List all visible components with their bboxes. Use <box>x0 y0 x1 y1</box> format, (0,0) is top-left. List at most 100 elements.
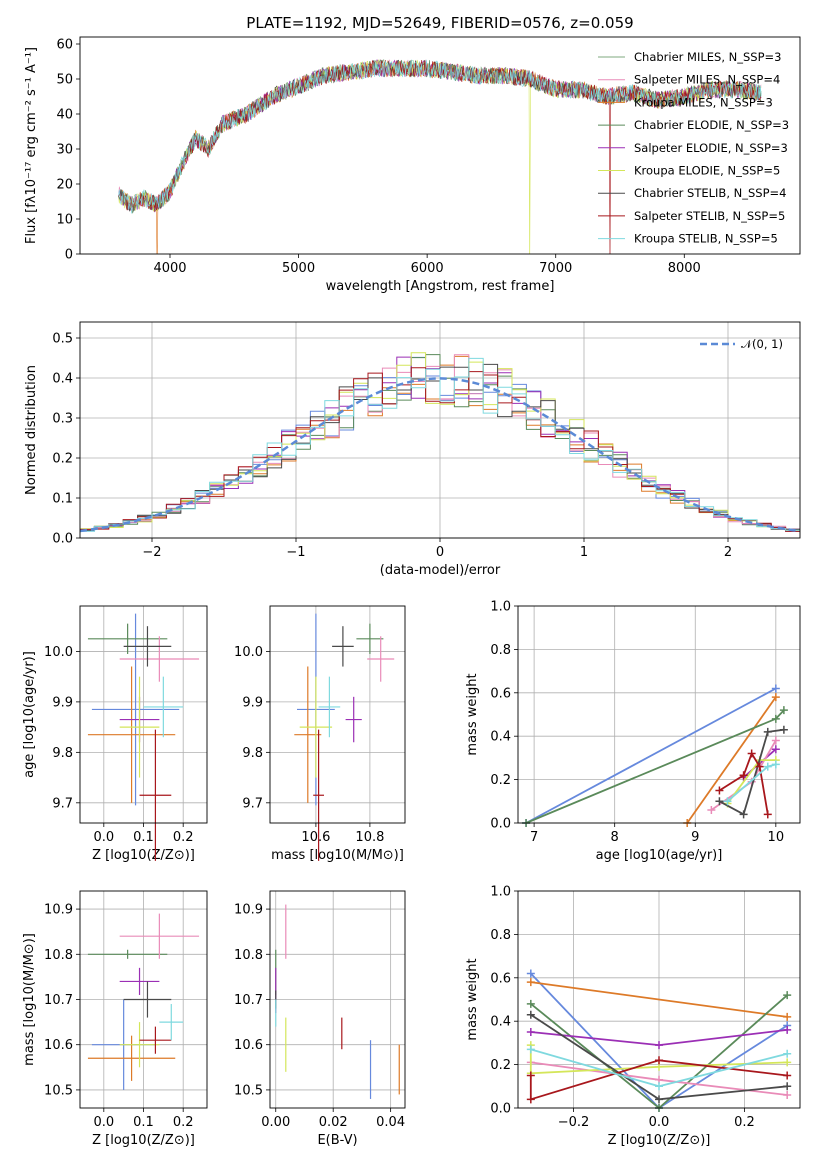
y-tick-label: 0.4 <box>52 372 73 387</box>
weight-marker <box>526 1010 535 1019</box>
weight-marker <box>771 736 780 745</box>
x-axis-label: (data-model)/error <box>380 563 501 578</box>
y-tick-label: 10 <box>56 213 73 228</box>
axes-frame <box>79 890 208 1109</box>
weight-line <box>718 728 785 816</box>
x-tick-label: 10.8 <box>355 830 384 845</box>
x-tick-label: 0 <box>436 545 444 560</box>
weight-marker <box>526 978 535 987</box>
x-tick-label: 7000 <box>539 261 572 276</box>
y-tick-label: 9.8 <box>242 746 263 761</box>
y-tick-label: 10.0 <box>44 645 73 660</box>
y-axis-label: age [log10(age/yr)] <box>22 651 37 778</box>
x-tick-label: 0.0 <box>93 830 114 845</box>
weight-marker <box>655 1041 663 1050</box>
weight-marker <box>723 797 732 806</box>
y-tick-label: 9.8 <box>52 746 73 761</box>
y-tick-label: 50 <box>56 73 73 88</box>
x-axis-label: wavelength [Angstrom, rest frame] <box>326 279 555 294</box>
weight-marker <box>715 786 724 795</box>
x-tick-label: 5000 <box>282 261 315 276</box>
weight-marker <box>771 693 780 702</box>
y-tick-label: 0.5 <box>52 332 73 347</box>
weight-marker <box>783 1025 792 1034</box>
y-tick-label: 9.9 <box>242 695 263 710</box>
axes-frame <box>79 321 801 539</box>
weight-marker <box>783 1058 792 1067</box>
axes-frame <box>269 605 406 824</box>
y-tick-label: 10.6 <box>44 1038 73 1053</box>
x-tick-label: 8 <box>611 830 619 845</box>
y-tick-label: 0.2 <box>490 773 511 788</box>
y-tick-label: 0.0 <box>52 532 73 547</box>
legend-label: Chabrier ELODIE, N_SSP=3 <box>634 118 789 132</box>
x-tick-label: 0.2 <box>173 1115 194 1130</box>
weight-marker <box>779 706 788 715</box>
histogram-series <box>80 357 800 533</box>
y-tick-label: 10.0 <box>234 645 263 660</box>
y-tick-label: 0.8 <box>490 928 511 943</box>
weight-marker <box>783 1049 792 1058</box>
weight-marker <box>763 762 772 771</box>
y-tick-label: 1.0 <box>490 600 511 615</box>
y-tick-label: 30 <box>56 143 73 158</box>
y-tick-label: 0.3 <box>52 412 73 427</box>
x-tick-label: 4000 <box>153 261 186 276</box>
y-tick-label: 40 <box>56 108 73 123</box>
y-tick-label: 0.6 <box>490 686 511 701</box>
x-tick-label: 0.0 <box>93 1115 114 1130</box>
axes-frame <box>79 36 801 255</box>
y-tick-label: 0.1 <box>52 492 73 507</box>
weight-marker <box>739 771 748 780</box>
weight-marker <box>739 810 748 819</box>
weight-marker <box>715 797 724 806</box>
axes-frame <box>517 605 801 824</box>
weight-marker <box>526 969 535 978</box>
y-tick-label: 10.9 <box>44 903 73 918</box>
y-tick-label: 10.8 <box>44 948 73 963</box>
legend-label: Kroupa ELODIE, N_SSP=5 <box>634 164 780 178</box>
legend-label: Kroupa STELIB, N_SSP=5 <box>634 232 778 246</box>
y-tick-label: 10.8 <box>234 948 263 963</box>
weight-marker <box>763 810 772 819</box>
x-tick-label: 0.2 <box>734 1115 755 1130</box>
weight-marker <box>755 762 764 771</box>
weight-marker <box>747 749 756 758</box>
y-axis-label: Normed distribution <box>24 365 39 495</box>
x-tick-label: 0.2 <box>173 830 194 845</box>
weight-marker <box>655 1056 663 1065</box>
y-tick-label: 10.7 <box>234 993 263 1008</box>
legend-label: 𝒩(0, 1) <box>741 337 783 351</box>
y-tick-label: 0.8 <box>490 643 511 658</box>
weight-line <box>686 696 777 824</box>
y-tick-label: 0 <box>65 248 73 263</box>
y-tick-label: 10.5 <box>234 1083 263 1098</box>
x-axis-label: age [log10(age/yr)] <box>596 848 723 863</box>
legend-label: Salpeter STELIB, N_SSP=5 <box>634 209 785 223</box>
weight-marker <box>526 999 535 1008</box>
legend-label: Kroupa MILES, N_SSP=3 <box>634 95 773 109</box>
y-tick-label: 20 <box>56 178 73 193</box>
y-tick-label: 0.4 <box>490 1015 511 1030</box>
x-tick-label: 9 <box>691 830 699 845</box>
weight-marker <box>771 745 780 754</box>
y-tick-label: 9.9 <box>52 695 73 710</box>
x-tick-label: −2 <box>142 545 161 560</box>
weight-marker <box>526 1028 535 1037</box>
y-axis-label: Flux [fλ10⁻¹⁷ erg cm⁻² s⁻¹ A⁻¹] <box>24 47 39 244</box>
legend-label: Salpeter ELODIE, N_SSP=3 <box>634 141 788 155</box>
weight-marker <box>771 684 780 693</box>
x-tick-label: −0.2 <box>558 1115 590 1130</box>
x-axis-label: Z [log10(Z/Z⊙)] <box>608 1133 711 1148</box>
x-tick-label: 0.1 <box>133 1115 154 1130</box>
legend-label: Chabrier STELIB, N_SSP=4 <box>634 186 786 200</box>
weight-marker <box>526 1045 535 1054</box>
y-tick-label: 0.2 <box>490 1058 511 1073</box>
weight-line <box>529 1045 788 1075</box>
weight-marker <box>783 991 792 1000</box>
legend-label: Chabrier MILES, N_SSP=3 <box>634 50 781 64</box>
x-tick-label: 10 <box>768 830 785 845</box>
weight-marker <box>783 1071 792 1080</box>
x-axis-label: E(B-V) <box>317 1133 357 1148</box>
